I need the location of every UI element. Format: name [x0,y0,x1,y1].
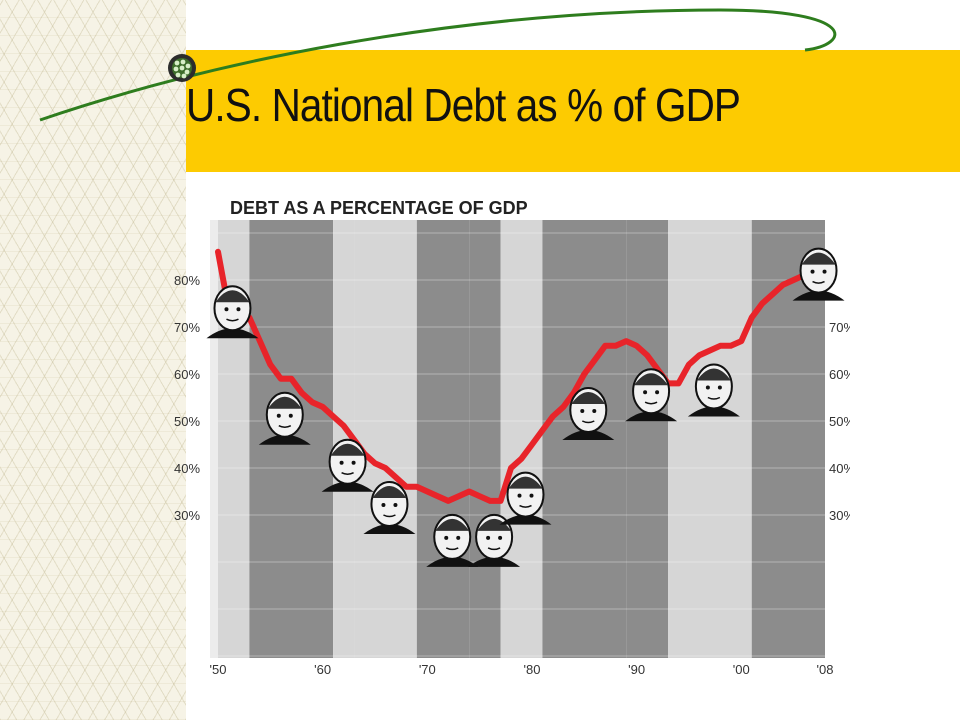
slide-title: U.S. National Debt as % of GDP [186,79,741,131]
y-axis-left: 80% 70% 60% 50% 40% 30% [174,273,200,523]
president-portrait-icon [792,247,845,301]
chart-title: DEBT AS A PERCENTAGE OF GDP [230,198,528,218]
president-portrait-icon [258,391,311,445]
y-tick-left: 30% [174,508,200,523]
y-tick-left: 60% [174,367,200,382]
president-portrait-icon [499,471,552,525]
x-tick: '08 [817,662,834,677]
y-tick-right: 40% [829,461,850,476]
y-tick-left: 80% [174,273,200,288]
y-tick-right: 70% [829,320,850,335]
left-edge-shade [210,220,218,658]
y-tick-left: 70% [174,320,200,335]
debt-chart: 80% 70% 60% 50% 40% 30% 70% 60% 50% 40% 30% '50 '6… [174,198,850,677]
president-portrait-icon [321,438,374,492]
term-band-3 [354,220,417,658]
x-tick: '60 [314,662,331,677]
x-tick: '90 [628,662,645,677]
president-portrait-icon [426,513,479,567]
term-band-5 [469,220,501,658]
president-portrait-icon [468,513,521,567]
president-portraits [206,247,845,567]
green-swoosh-line [39,8,837,122]
x-axis: '50 '60 '70 '80 '90 '00 '08 [210,662,834,677]
grid-lines [218,232,825,657]
president-portrait-icon [625,368,678,422]
y-tick-right: 60% [829,367,850,382]
y-axis-right: 70% 60% 50% 40% 30% [829,320,850,523]
term-band-8 [626,220,669,658]
title-band [186,50,960,172]
y-tick-left: 40% [174,461,200,476]
term-bands [210,220,825,658]
x-tick: '80 [523,662,540,677]
president-portrait-icon [363,481,416,534]
term-band-4 [416,220,470,658]
president-portrait-icon [687,363,740,417]
x-tick: '70 [419,662,436,677]
decorative-background-pattern [0,0,186,720]
y-tick-left: 50% [174,414,200,429]
x-tick: '00 [733,662,750,677]
president-portrait-icon [562,387,615,440]
x-tick: '50 [210,662,227,677]
y-tick-right: 30% [829,508,850,523]
term-band-9 [668,220,752,658]
president-portrait-icon [206,285,259,339]
debt-line [215,248,828,504]
y-tick-right: 50% [829,414,850,429]
term-band-2 [333,220,355,658]
